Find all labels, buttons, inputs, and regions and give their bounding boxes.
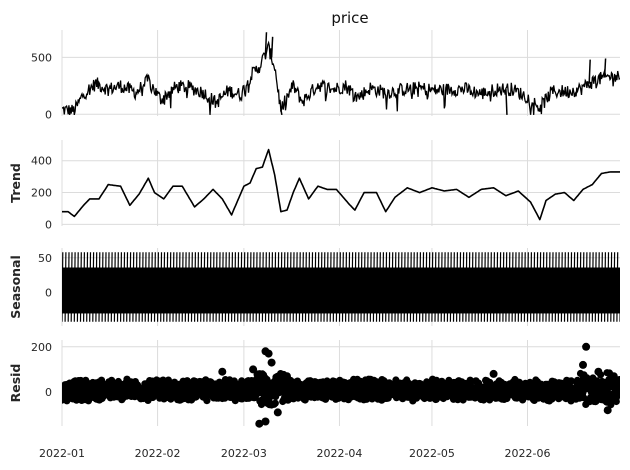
resid-outlier-point [283, 372, 291, 381]
resid-outlier-point [249, 365, 258, 374]
y-tick-label: 500 [31, 51, 52, 64]
panel-resid: 0 200 Resid [8, 340, 620, 428]
y-tick-label: 0 [45, 108, 52, 121]
y-tick-label: 0 [45, 386, 52, 399]
x-tick-label: 2022-05 [409, 447, 455, 460]
y-tick-label: 200 [31, 187, 52, 200]
y-tick-label: 0 [45, 287, 52, 300]
observed-spike [505, 89, 508, 115]
chart-title: price [331, 9, 368, 27]
observed-spike [603, 58, 607, 78]
resid-outlier-point [609, 372, 618, 381]
panel-trend: 0 200 400 Trend [8, 140, 620, 231]
resid-point [615, 391, 620, 399]
resid-outlier-point [264, 349, 273, 358]
resid-point [616, 377, 620, 385]
x-tick-label: 2022-01 [39, 447, 85, 460]
resid-outlier-point [218, 367, 227, 376]
resid-point [258, 397, 266, 406]
resid-point [567, 377, 575, 385]
resid-outlier-point [603, 406, 612, 415]
y-tick-label: 200 [31, 341, 52, 354]
resid-point [615, 383, 620, 391]
observed-spike [280, 109, 283, 116]
resid-outlier-point [582, 342, 591, 351]
resid-outlier-point [255, 419, 264, 428]
y-axis-label-trend: Trend [8, 163, 23, 203]
resid-point [466, 376, 474, 384]
trend-series-line [62, 148, 620, 221]
seasonal-series-line [62, 252, 620, 322]
observed-spike [264, 32, 268, 55]
x-tick-label: 2022-03 [221, 447, 267, 460]
observed-series-line [62, 40, 620, 116]
resid-outlier-point [489, 369, 498, 378]
resid-outlier-point [267, 358, 276, 367]
resid-outlier-point [579, 360, 587, 369]
panel-seasonal: 0 50 Seasonal [8, 248, 620, 326]
resid-outlier-point [261, 417, 270, 426]
x-tick-label: 2022-06 [505, 447, 551, 460]
resid-point [271, 399, 279, 407]
resid-outlier-point [273, 408, 282, 417]
y-tick-label: 50 [38, 252, 52, 265]
y-tick-label: 0 [45, 218, 52, 231]
observed-spike [588, 59, 591, 84]
x-tick-label: 2022-02 [135, 447, 181, 460]
resid-outlier-point [594, 367, 603, 376]
y-axis-label-resid: Resid [8, 364, 23, 403]
y-tick-label: 400 [31, 155, 52, 168]
x-tick-label: 2022-04 [316, 447, 362, 460]
y-axis-label-seasonal: Seasonal [8, 255, 23, 319]
observed-spike [270, 36, 274, 58]
panel-observed: 0 500 [31, 30, 620, 121]
